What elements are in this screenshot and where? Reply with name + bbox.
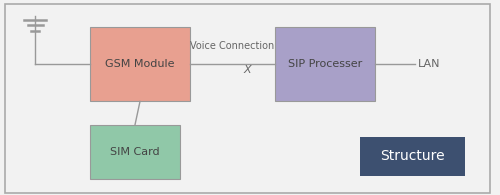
FancyBboxPatch shape (90, 27, 190, 101)
Text: GSM Module: GSM Module (105, 59, 175, 69)
Text: LAN: LAN (418, 59, 440, 69)
FancyBboxPatch shape (90, 125, 180, 179)
FancyBboxPatch shape (275, 27, 375, 101)
FancyBboxPatch shape (360, 136, 465, 176)
Text: Structure: Structure (380, 149, 445, 163)
Text: SIP Processer: SIP Processer (288, 59, 362, 69)
Text: X: X (244, 65, 252, 75)
Text: SIM Card: SIM Card (110, 147, 160, 157)
Text: Voice Connection: Voice Connection (190, 41, 274, 51)
FancyBboxPatch shape (5, 4, 490, 193)
